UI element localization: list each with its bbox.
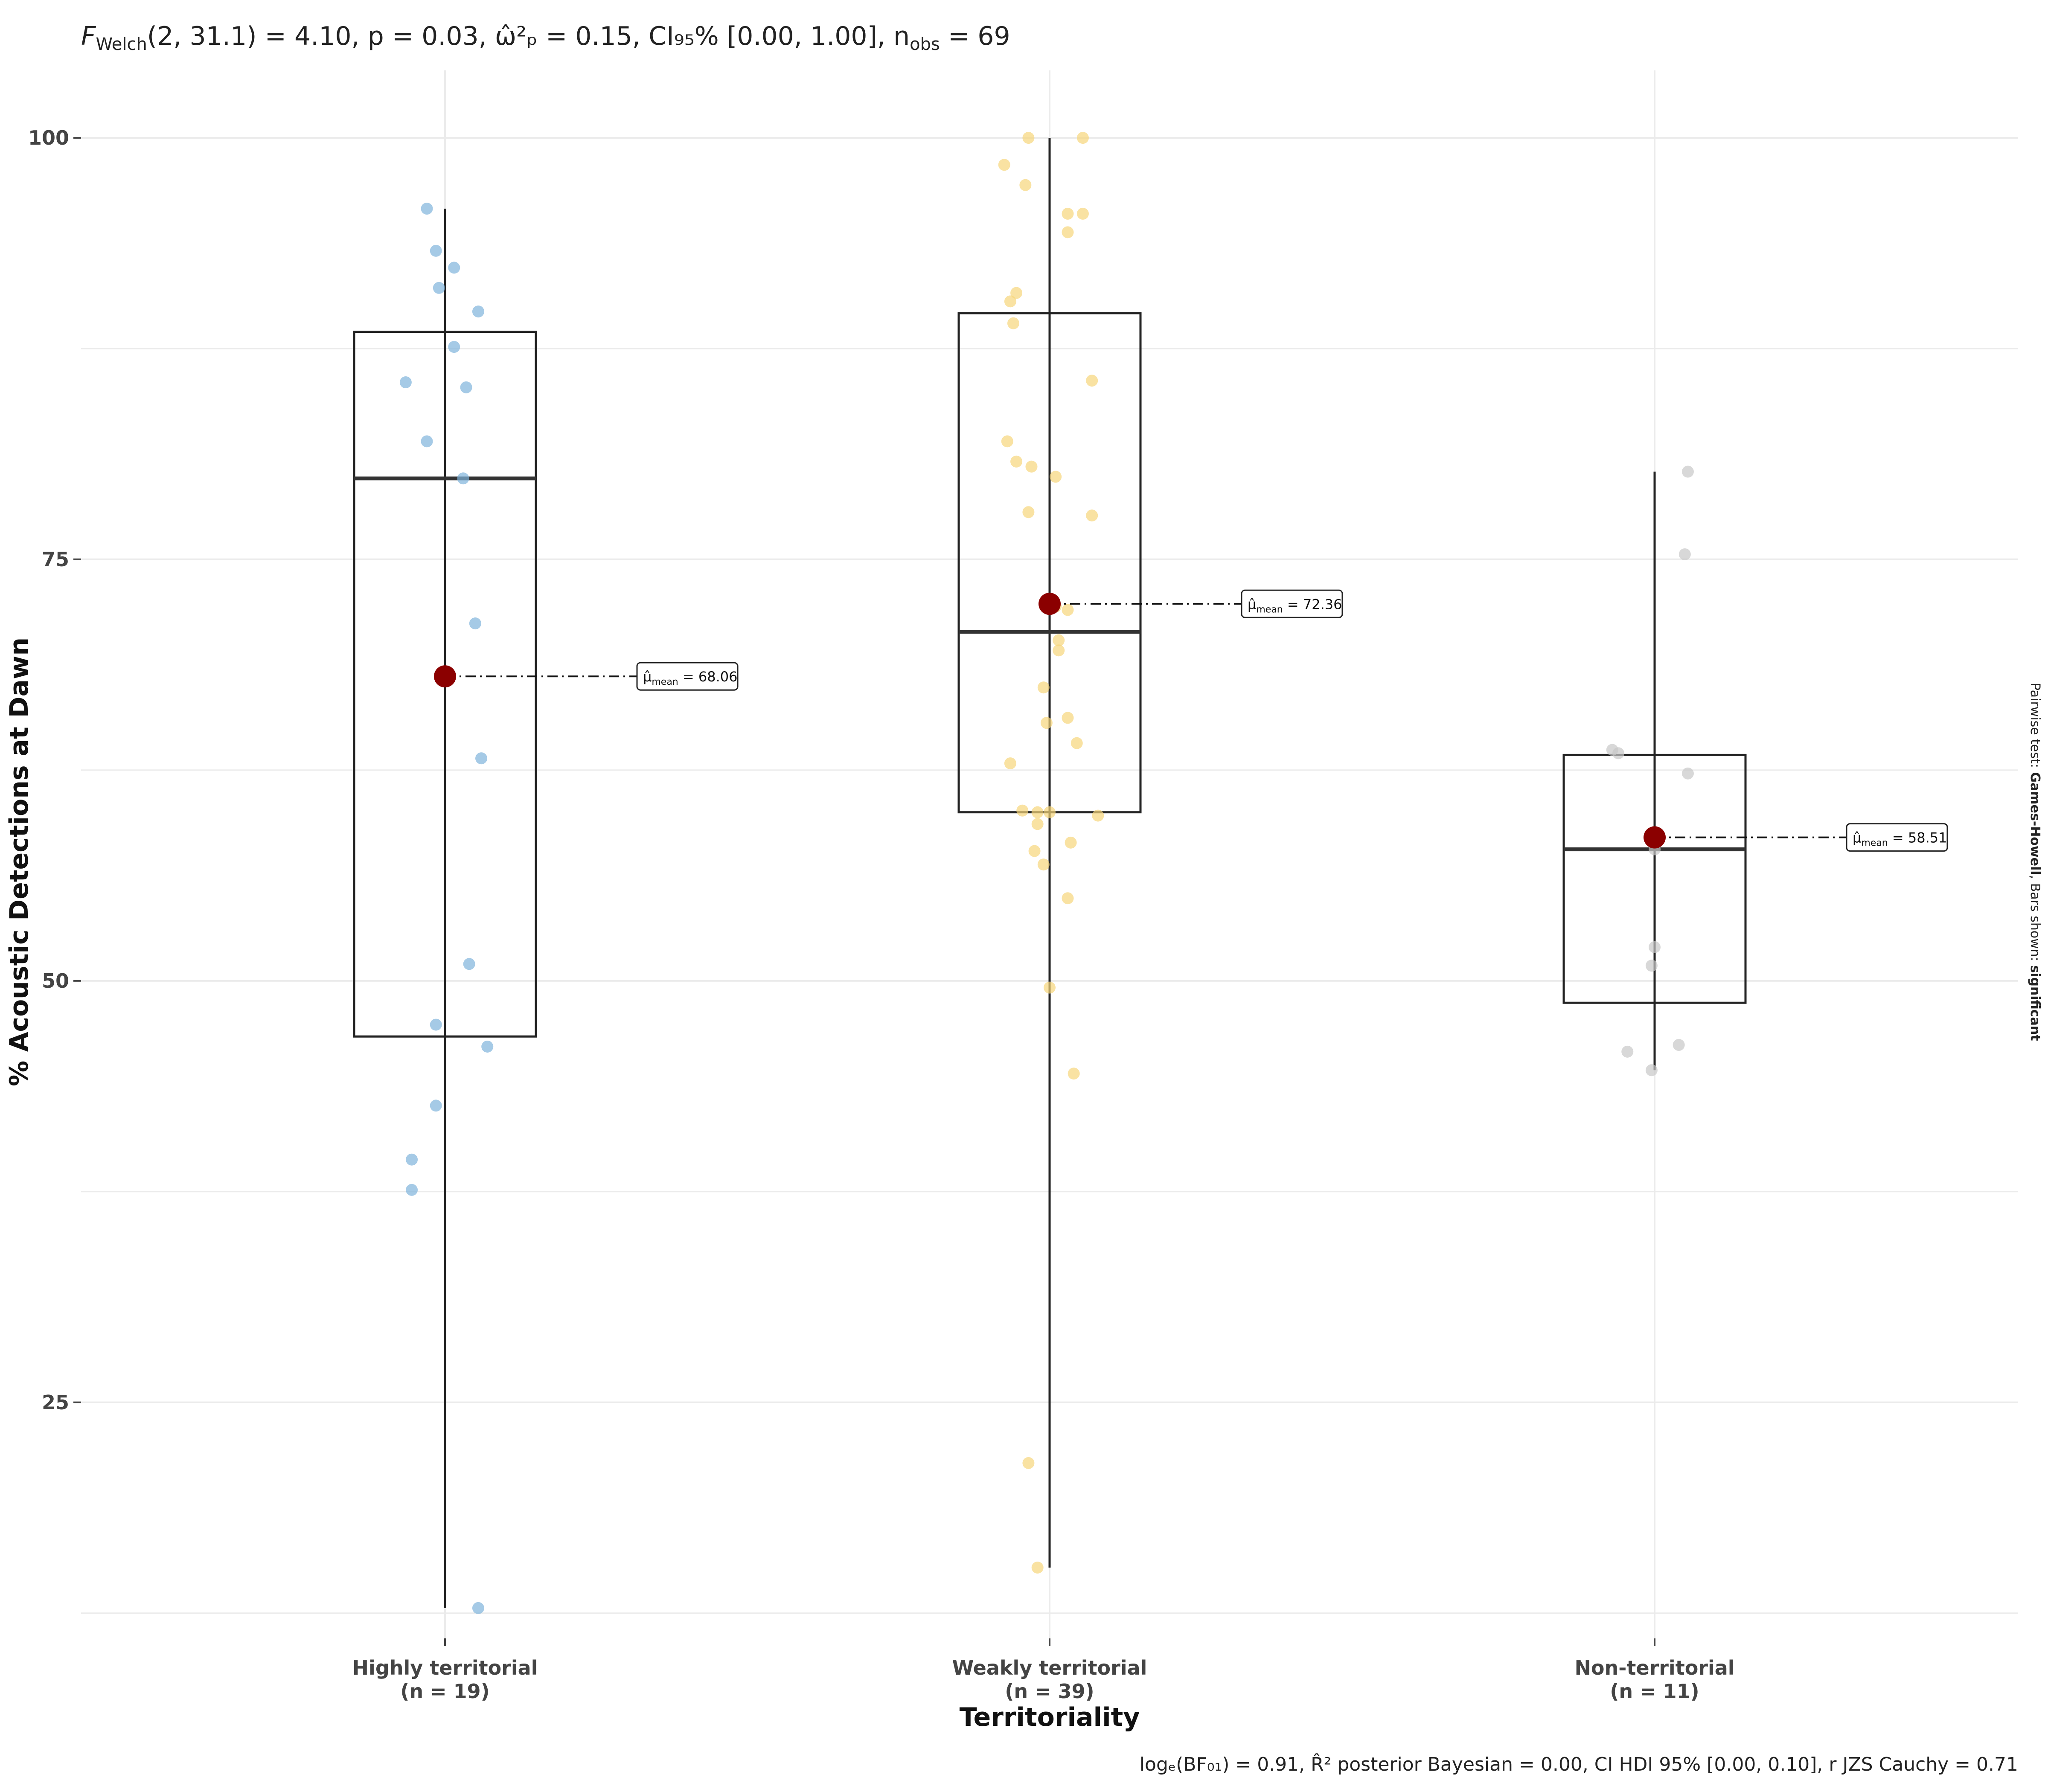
x-tick-label: Weakly territorial [952,1656,1147,1679]
data-point [1076,207,1089,220]
data-point [1001,435,1013,448]
data-point [457,472,469,485]
data-point [421,203,433,215]
data-point [448,341,460,353]
data-point [1053,644,1065,657]
mean-label-box [1241,589,1343,618]
data-point [1050,471,1062,483]
data-point [481,1040,494,1053]
x-tick-n-label: (n = 19) [400,1680,489,1703]
x-tick-n-label: (n = 11) [1610,1680,1699,1703]
data-point [469,617,481,630]
data-point [448,262,460,274]
data-point [1037,858,1050,871]
mean-label: μ̂mean = 72.36 [1248,596,1342,615]
data-point [421,435,433,448]
data-point [1679,548,1691,561]
data-point [1062,604,1074,616]
data-point [472,305,484,318]
data-point [475,752,488,765]
data-point [1010,287,1023,299]
means: μ̂mean = 68.06 μ̂mean = 72.36 μ̂mean = 58.… [434,589,1948,852]
data-point [1022,1457,1035,1469]
data-point [1071,737,1083,749]
data-point [430,1100,442,1112]
data-point [1076,132,1089,144]
data-point [1062,712,1074,724]
data-point [1031,1562,1044,1574]
data-point [1028,845,1041,857]
data-point [1062,892,1074,905]
data-point [1044,981,1056,994]
data-point [1612,747,1624,759]
data-point [1022,506,1035,518]
mean-point [434,665,456,688]
y-tick-label: 100 [28,126,69,149]
data-point [1007,317,1019,329]
pairwise-caption: Pairwise test: Games-Howell, Bars shown:… [2028,683,2042,1041]
data-point [998,159,1010,171]
data-point [1649,941,1661,953]
data-point [1019,179,1032,191]
boxes [353,138,1747,1608]
data-point [1022,132,1035,144]
plot-title: FWelch(2, 31.1) = 4.10, p = 0.03, ω̂²ₚ =… [81,21,1010,54]
x-tick-label: Non-territorial [1574,1656,1734,1679]
data-point [460,381,472,393]
data-point [1068,1068,1080,1080]
mean-point [1039,593,1061,615]
data-point [1621,1045,1634,1058]
data-point [1062,226,1074,239]
data-point [1004,295,1016,308]
data-point [406,1153,418,1166]
data-points [399,132,1694,1614]
data-point [399,376,412,389]
data-point [472,1602,484,1614]
data-point [430,1018,442,1031]
data-point [1062,207,1074,220]
data-point [1031,818,1044,830]
data-point [1086,375,1098,387]
data-point [1681,465,1694,478]
y-tick-label: 50 [42,969,69,992]
box [353,331,537,1038]
mean-label-box [1846,823,1948,852]
data-point [1044,806,1056,818]
data-point [1037,681,1050,694]
data-point [1025,460,1038,473]
mean-point [1644,826,1666,849]
data-point [1053,634,1065,646]
data-point [1645,1064,1658,1076]
data-point [463,958,475,970]
data-point [1031,806,1044,818]
x-tick-label: Highly territorial [352,1656,538,1679]
y-tick-label: 25 [42,1391,69,1414]
mean-label: μ̂mean = 58.51 [1853,830,1947,849]
data-point [1645,960,1658,972]
data-point [1092,809,1104,822]
mean-label: μ̂mean = 68.06 [643,669,738,687]
x-ticks: Highly territorial(n = 19) Weakly territo… [352,1638,1735,1703]
bayes-caption: logₑ(BF₀₁) = 0.91, R̂² posterior Bayesia… [1140,1753,2018,1775]
data-point [433,282,445,294]
box [1562,753,1747,1004]
x-tick-n-label: (n = 39) [1005,1680,1094,1703]
data-point [1004,757,1016,770]
data-point [1040,717,1053,729]
data-point [1086,509,1098,522]
y-tick-label: 75 [42,548,69,571]
data-point [1016,804,1029,817]
data-point [406,1184,418,1196]
data-point [1065,836,1077,849]
y-ticks: 25 50 75 100 [28,126,81,1414]
y-axis-title: % Acoustic Detections at Dawn [4,637,34,1086]
data-point [1010,455,1023,468]
data-point [1673,1039,1685,1051]
x-axis-title: Territoriality [960,1702,1140,1732]
mean-label-box [636,662,739,691]
data-point [430,244,442,257]
data-point [1681,767,1694,780]
